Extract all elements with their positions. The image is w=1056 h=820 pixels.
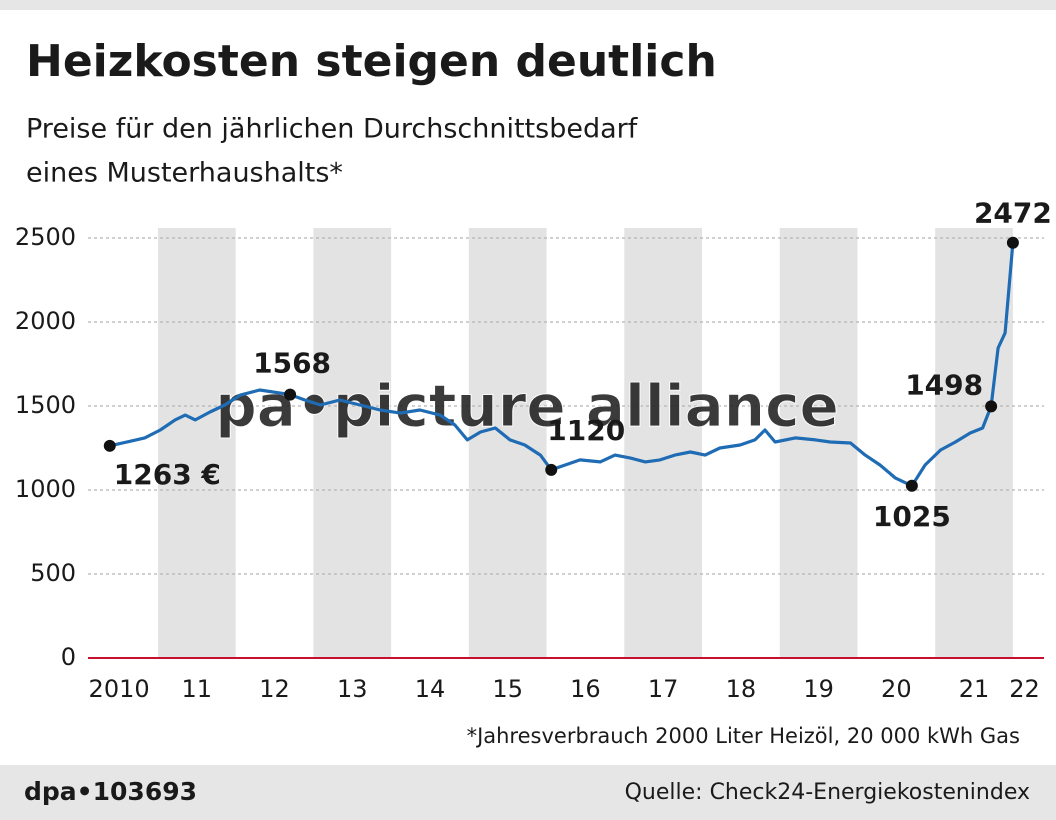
y-tick-label: 1500 bbox=[15, 391, 76, 419]
subtitle: eines Musterhaushalts* bbox=[26, 158, 343, 189]
year-band bbox=[157, 228, 236, 658]
y-tick-label: 500 bbox=[30, 559, 76, 587]
x-tick-label: 17 bbox=[648, 675, 679, 703]
x-tick-label: 11 bbox=[182, 675, 213, 703]
annotation-label: 1263 € bbox=[114, 458, 221, 491]
x-tick-label: 19 bbox=[803, 675, 834, 703]
x-tick-label: 2010 bbox=[89, 675, 150, 703]
year-band bbox=[468, 228, 547, 658]
annotation-label: 1498 bbox=[905, 368, 983, 401]
year-band bbox=[313, 228, 392, 658]
x-tick-label: 22 bbox=[1009, 675, 1040, 703]
x-tick-label: 16 bbox=[570, 675, 601, 703]
footer-bar bbox=[0, 765, 1056, 820]
annotation-dot bbox=[905, 479, 918, 492]
top-bar bbox=[0, 0, 1056, 10]
annotation-dot bbox=[284, 388, 297, 401]
annotation-label: 1025 bbox=[873, 500, 951, 533]
x-tick-label: 20 bbox=[881, 675, 912, 703]
x-tick-label: 18 bbox=[726, 675, 757, 703]
y-tick-label: 2000 bbox=[15, 307, 76, 335]
chart-title: Heizkosten steigen deutlich bbox=[26, 36, 717, 87]
annotation-dot bbox=[103, 439, 116, 452]
x-tick-label: 15 bbox=[492, 675, 523, 703]
annotation-label: 1568 bbox=[253, 347, 331, 380]
line bbox=[109, 242, 1015, 488]
subtitle: Preise für den jährlichen Durchschnittsb… bbox=[26, 114, 639, 145]
x-tick-label: 14 bbox=[415, 675, 446, 703]
plot: 0 500 1000 1500 2000 2500 2010 11 12 13 14 15 16 17 18… bbox=[15, 197, 1052, 703]
y-tick-label: 1000 bbox=[15, 475, 76, 503]
footnote: *Jahresverbrauch 2000 Liter Heizöl, 20 0… bbox=[467, 724, 1020, 748]
x-tick-label: 13 bbox=[337, 675, 368, 703]
credit: dpa•103693 bbox=[24, 777, 197, 806]
annotation-dot bbox=[545, 463, 558, 476]
year-band bbox=[935, 228, 1013, 658]
watermark: pa•picture alliance bbox=[215, 372, 839, 440]
x-tick-label: 12 bbox=[259, 675, 290, 703]
source: Quelle: Check24-Energiekostenindex bbox=[625, 780, 1030, 805]
y-tick-label: 2500 bbox=[15, 223, 76, 251]
x-tick-label: 21 bbox=[959, 675, 990, 703]
annotation-dot bbox=[985, 400, 998, 413]
annotation-label: 2472 bbox=[974, 197, 1052, 230]
year-band bbox=[624, 228, 703, 658]
annotation-label: 1120 bbox=[547, 414, 625, 447]
annotation-dot bbox=[1006, 236, 1019, 249]
y-tick-label: 0 bbox=[61, 643, 76, 671]
